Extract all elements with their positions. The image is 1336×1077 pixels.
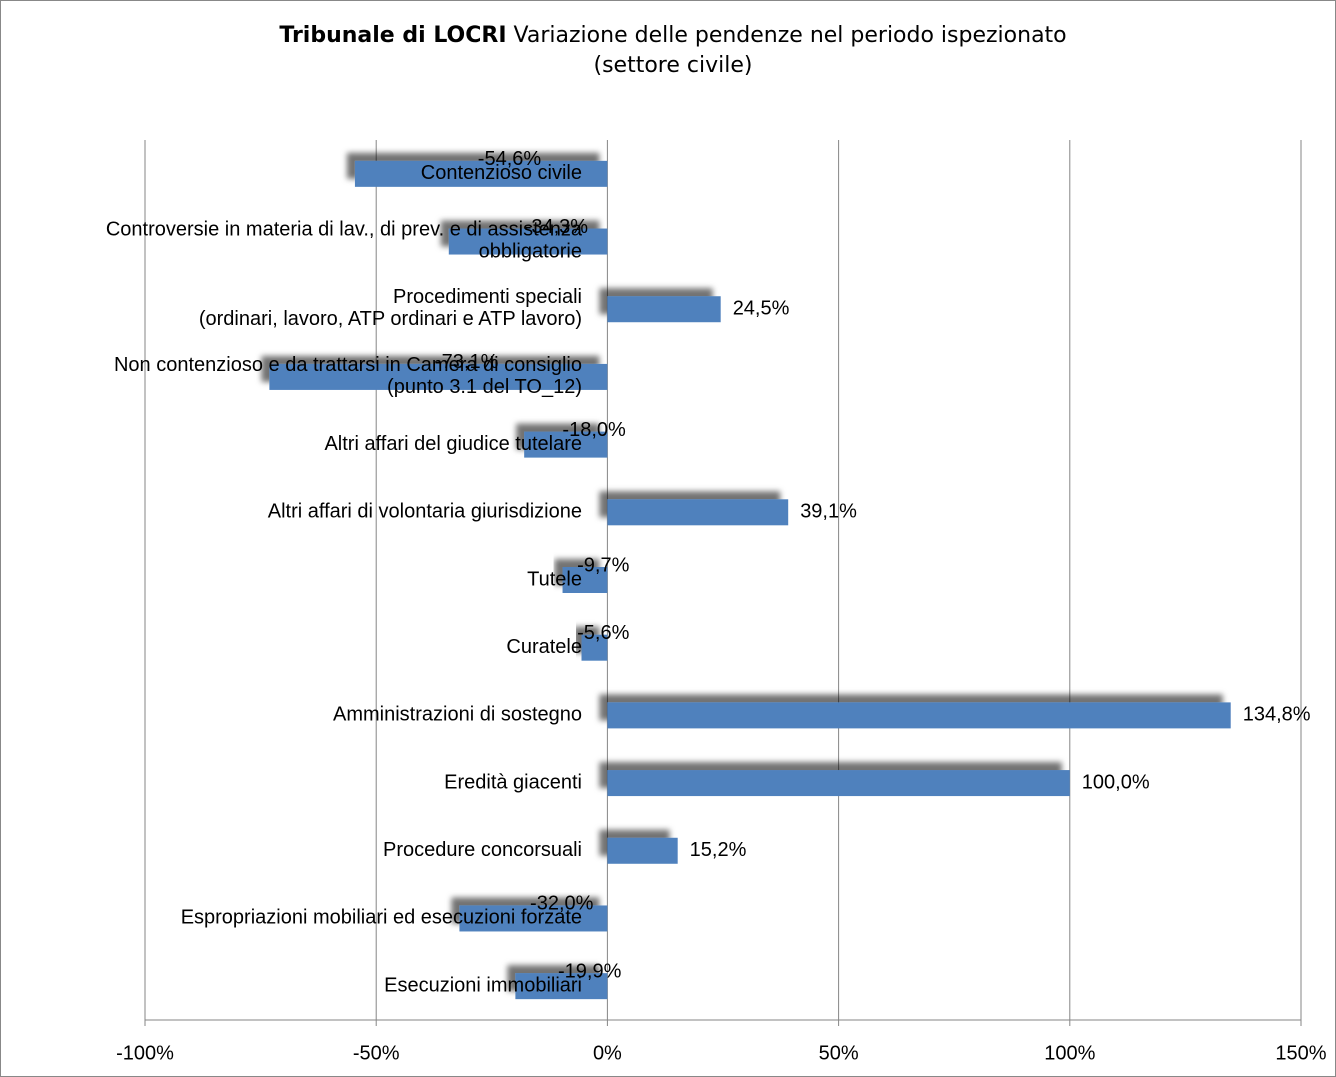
category-label: Procedure concorsuali: [383, 839, 582, 861]
bar: [448, 228, 608, 255]
title-rest: Variazione delle pendenze nel periodo is…: [514, 23, 1067, 48]
value-label: 15,2%: [690, 839, 747, 861]
value-label: -9,7%: [577, 554, 629, 576]
x-tick-label: -100%: [116, 1042, 174, 1064]
bar: [562, 567, 608, 593]
value-label: -18,0%: [562, 419, 626, 441]
category-label: Eredità giacenti: [444, 771, 582, 793]
category-label: Controversie in materia di lav., di prev…: [106, 219, 583, 263]
bar: [607, 702, 1231, 729]
bar: [607, 837, 678, 864]
value-label: 39,1%: [800, 501, 857, 523]
bar: [607, 770, 1070, 797]
category-label: Tutele: [527, 568, 582, 590]
value-label: -19,9%: [558, 960, 622, 982]
category-label: Esecuzioni immobiliari: [384, 974, 582, 996]
value-label: 24,5%: [733, 298, 790, 320]
category-label: Contenzioso civile: [421, 162, 582, 184]
x-tick-label: 100%: [1044, 1042, 1095, 1064]
category-label: Altri affari del giudice tutelare: [324, 433, 582, 455]
title-bold: Tribunale di LOCRI: [279, 23, 506, 48]
bar: [581, 634, 608, 661]
x-tick-label: 50%: [819, 1042, 859, 1064]
bar: [354, 160, 608, 187]
category-label: Amministrazioni di sostegno: [333, 704, 582, 726]
category-label: Espropriazioni mobiliari ed esecuzioni f…: [181, 907, 582, 929]
chart-subtitle: (settore civile): [594, 53, 753, 78]
category-label: Non contenzioso e da trattarsi in Camera…: [114, 354, 582, 398]
chart-title: Tribunale di LOCRI Variazione delle pend…: [279, 23, 1066, 48]
category-label: Procedimenti speciali (ordinari, lavoro, …: [199, 287, 582, 331]
value-label: -5,6%: [577, 622, 629, 644]
bar: [607, 296, 721, 323]
value-label: 134,8%: [1243, 704, 1311, 726]
bar: [524, 431, 608, 458]
x-tick-label: 150%: [1275, 1042, 1326, 1064]
value-label: 100,0%: [1082, 771, 1150, 793]
bar: [269, 363, 608, 390]
value-label: -34,3%: [525, 216, 589, 238]
category-label: Altri affari di volontaria giurisdizione: [268, 501, 582, 523]
x-tick-label: -50%: [353, 1042, 400, 1064]
bar: [607, 499, 789, 526]
value-label: -73,1%: [435, 351, 499, 373]
value-label: -54,6%: [478, 148, 542, 170]
x-tick-label: 0%: [593, 1042, 622, 1064]
category-label: Curatele: [506, 636, 582, 658]
value-label: -32,0%: [530, 893, 594, 915]
bar: [459, 905, 608, 932]
bar: [515, 973, 608, 1000]
